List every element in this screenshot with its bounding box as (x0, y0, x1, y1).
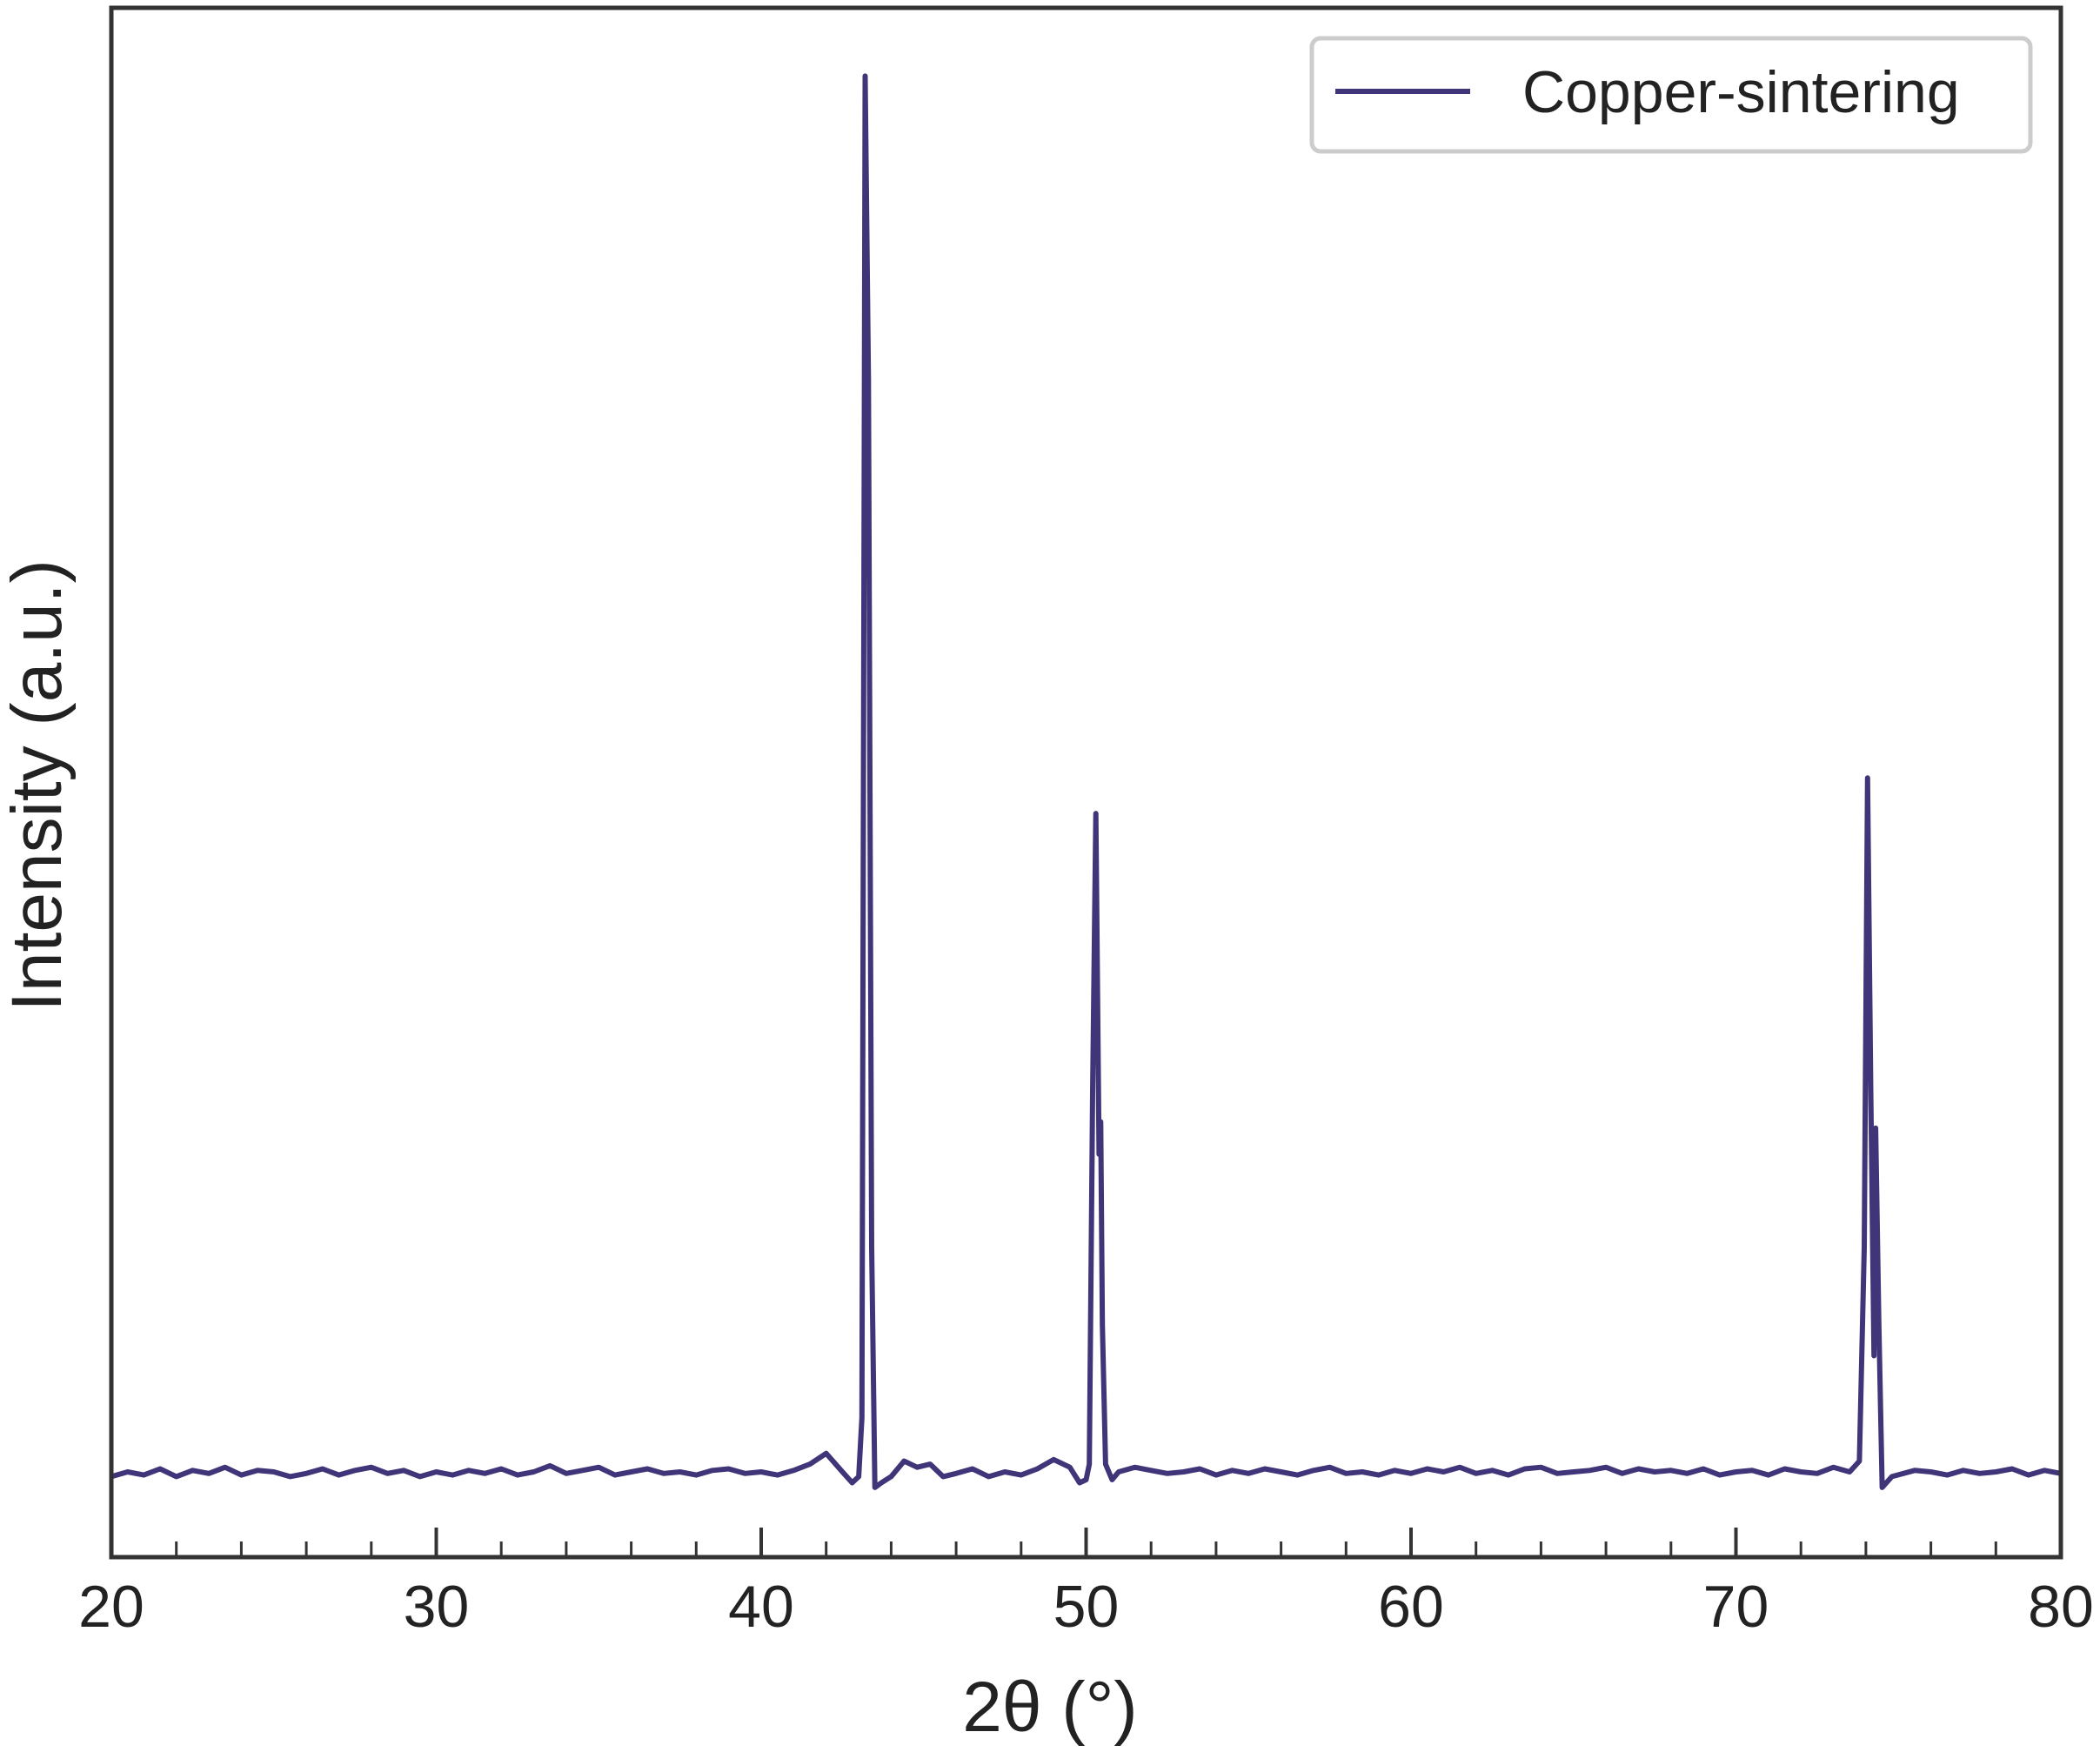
legend-box (1309, 36, 2033, 154)
plot-frame (109, 5, 2063, 1560)
x-tick-label: 40 (728, 1574, 794, 1640)
x-tick-label: 70 (1703, 1574, 1769, 1640)
x-tick-label: 30 (404, 1574, 470, 1640)
x-tick-label: 20 (78, 1574, 144, 1640)
x-tick-label: 60 (1378, 1574, 1444, 1640)
x-axis-label: 2θ (°) (962, 1668, 1137, 1747)
x-tick-label: 50 (1053, 1574, 1120, 1640)
legend-label: Copper-sintering (1522, 59, 1960, 125)
y-axis-label: Intensity (a.u.) (0, 559, 77, 1012)
data-line (110, 73, 2062, 1490)
x-tick-label: 80 (2028, 1574, 2094, 1640)
